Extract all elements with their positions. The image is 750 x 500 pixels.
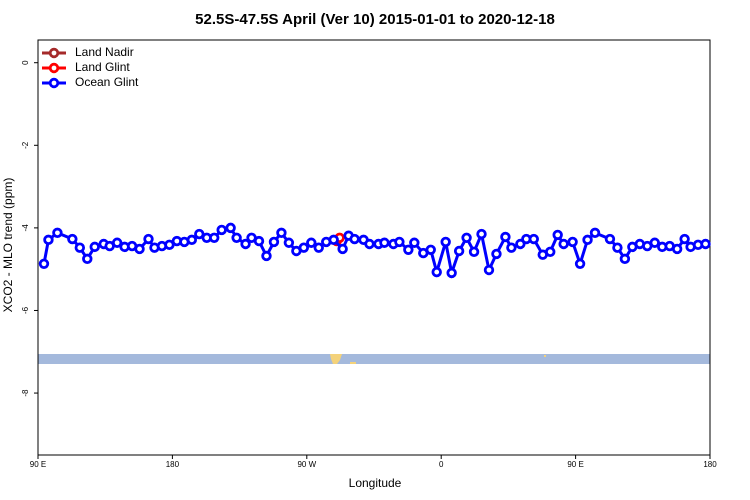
- data-point: [506, 242, 517, 253]
- data-point: [491, 248, 502, 260]
- x-tick-label: 90 E: [567, 460, 583, 469]
- data-point: [143, 233, 154, 245]
- data-point: [671, 243, 683, 255]
- data-point: [394, 236, 405, 248]
- data-point: [582, 234, 593, 246]
- data-point: [379, 237, 390, 248]
- data-point: [283, 237, 295, 248]
- x-tick-label: 180: [703, 460, 717, 469]
- data-point: [700, 238, 711, 250]
- data-point: [619, 253, 631, 265]
- land-patch: [544, 355, 546, 357]
- x-tick-label: 90 E: [30, 460, 46, 469]
- data-point: [468, 246, 480, 258]
- data-point: [253, 235, 265, 247]
- data-point: [261, 250, 272, 262]
- data-point: [209, 232, 220, 243]
- data-point: [403, 244, 414, 255]
- data-point: [240, 238, 251, 250]
- data-point: [567, 236, 578, 248]
- data-point: [74, 242, 86, 253]
- data-point: [328, 234, 339, 246]
- data-point: [43, 234, 54, 246]
- data-point: [545, 246, 556, 258]
- land-patch: [350, 362, 356, 364]
- data-point: [313, 242, 324, 253]
- data-point: [453, 245, 465, 257]
- data-point: [483, 264, 495, 276]
- chart-title: 52.5S-47.5S April (Ver 10) 2015-01-01 to…: [195, 11, 555, 28]
- data-point: [52, 227, 63, 239]
- data-point: [337, 243, 348, 255]
- data-point: [431, 266, 442, 278]
- data-point: [194, 228, 205, 240]
- map-strip: [38, 354, 710, 364]
- data-point: [298, 242, 310, 253]
- data-point: [164, 239, 175, 251]
- land-patch: [330, 354, 342, 364]
- data-point: [589, 227, 601, 239]
- y-tick-label: -2: [21, 141, 30, 149]
- data-point: [612, 242, 623, 253]
- data-point: [461, 232, 472, 243]
- data-point: [276, 227, 287, 239]
- legend-marker: [48, 62, 60, 74]
- data-point: [38, 258, 50, 270]
- x-tick-label: 180: [166, 460, 180, 469]
- y-tick-label: -4: [21, 224, 30, 232]
- x-axis-label: Longitude: [349, 476, 402, 490]
- data-point: [231, 232, 242, 243]
- data-point: [574, 258, 586, 270]
- legend-label: Land Nadir: [75, 45, 134, 59]
- data-point: [67, 233, 78, 245]
- data-point: [476, 228, 487, 240]
- x-tick-label: 0: [439, 460, 444, 469]
- legend-label: Land Glint: [75, 60, 130, 74]
- data-point: [111, 237, 123, 248]
- y-axis-label: XCO2 - MLO trend (ppm): [1, 178, 15, 313]
- data-point: [528, 233, 539, 245]
- data-point: [306, 237, 317, 248]
- data-point: [82, 253, 93, 265]
- y-tick-label: 0: [21, 60, 30, 65]
- data-point: [500, 231, 511, 243]
- data-point: [268, 236, 280, 248]
- data-point: [446, 267, 457, 279]
- data-point: [89, 241, 100, 253]
- x-tick-label: 90 W: [297, 460, 316, 469]
- data-point: [225, 222, 236, 234]
- data-point: [364, 238, 375, 250]
- data-point: [649, 237, 660, 248]
- data-point: [679, 233, 690, 245]
- legend-label: Ocean Glint: [75, 75, 139, 89]
- data-point: [552, 229, 563, 241]
- plot-frame: [37, 39, 711, 456]
- data-point: [440, 236, 451, 248]
- data-point: [186, 234, 198, 246]
- data-point: [425, 244, 436, 255]
- legend-marker: [48, 77, 60, 89]
- data-point: [409, 237, 420, 248]
- legend-marker: [48, 47, 60, 59]
- data-point: [604, 233, 616, 245]
- data-point: [349, 233, 360, 245]
- data-point: [134, 243, 145, 255]
- y-tick-label: -8: [21, 389, 30, 397]
- data-point: [558, 238, 569, 250]
- ocean-band: [38, 354, 710, 364]
- data-point: [216, 224, 227, 236]
- y-tick-label: -6: [21, 306, 30, 314]
